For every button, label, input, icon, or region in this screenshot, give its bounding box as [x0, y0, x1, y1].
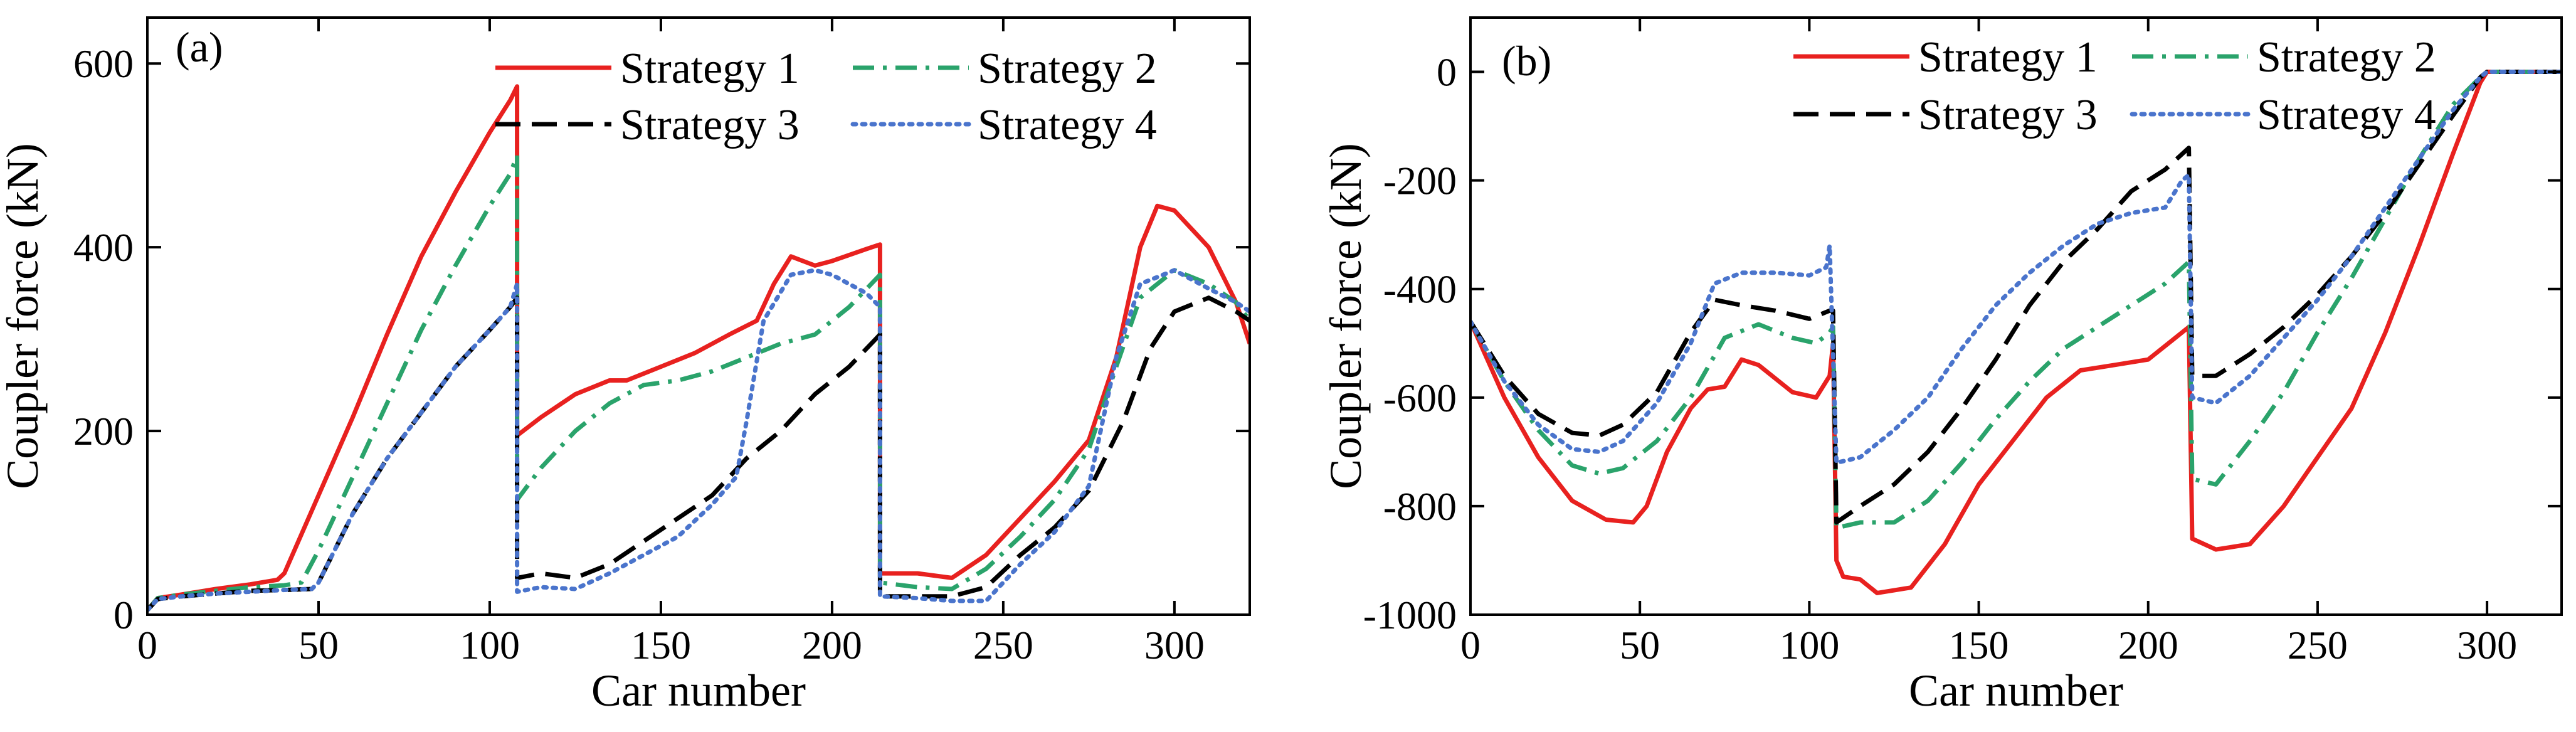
- legend-label: Strategy 3: [1918, 91, 2098, 139]
- x-tick-label: 50: [298, 623, 339, 667]
- y-axis-label: Coupler force (kN): [1321, 143, 1371, 489]
- series-line-strategy-4: [147, 268, 1250, 613]
- legend-item: Strategy 4: [2130, 91, 2436, 139]
- panel-label: (a): [176, 23, 223, 71]
- x-axis-label: Car number: [591, 666, 806, 716]
- legend-item: Strategy 2: [2132, 33, 2436, 82]
- y-tick-label: 0: [1437, 50, 1457, 95]
- y-tick-label: 400: [73, 225, 134, 270]
- x-tick-label: 150: [1949, 623, 2009, 667]
- panel-label: (b): [1502, 37, 1551, 85]
- plot-frame: [146, 16, 1251, 616]
- panel-b: 0 50 100 150 200 250 300 -1000 -800 -600 -400 -200 0…: [1321, 16, 2563, 716]
- y-tick-label: 600: [73, 41, 134, 86]
- y-tick-label: -200: [1383, 159, 1457, 203]
- legend-label: Strategy 3: [620, 101, 800, 149]
- y-tick-label: -600: [1383, 376, 1457, 420]
- x-tick-label: 0: [137, 623, 157, 667]
- series-line-strategy-1: [147, 84, 1250, 612]
- legend: Strategy 1 Strategy 2 Strategy 3 Strategy 4: [495, 45, 1157, 149]
- x-tick-label: 250: [973, 623, 1033, 667]
- y-tick-label: 0: [113, 593, 134, 637]
- legend-label: Strategy 2: [2257, 33, 2436, 82]
- plot-frame: [1469, 16, 2563, 616]
- x-tick-label: 100: [460, 623, 520, 667]
- panel-a: 0 50 100 150 200 250 300 0 200 400 600 Car number Co…: [0, 16, 1251, 716]
- x-tick-label: 200: [802, 623, 862, 667]
- series-line-strategy-3: [147, 295, 1250, 612]
- x-tick-label: 100: [1779, 623, 1839, 667]
- x-tick-label: 250: [2288, 623, 2348, 667]
- x-tick-label: 150: [631, 623, 691, 667]
- x-tick-label: 0: [1460, 623, 1481, 667]
- y-axis-label: Coupler force (kN): [0, 143, 48, 489]
- legend-label: Strategy 1: [1918, 33, 2098, 82]
- series-line-strategy-1: [1470, 70, 2562, 595]
- legend-label: Strategy 4: [978, 101, 1157, 149]
- x-tick-label: 200: [2118, 623, 2178, 667]
- legend: Strategy 1 Strategy 2 Strategy 3 Strategy 4: [1793, 33, 2436, 139]
- y-tick-label: 200: [73, 409, 134, 454]
- legend-item: Strategy 2: [853, 45, 1157, 93]
- y-tick-label: -800: [1383, 484, 1457, 529]
- x-tick-label: 300: [2457, 623, 2517, 667]
- legend-item: Strategy 4: [850, 101, 1157, 149]
- x-tick-label: 50: [1620, 623, 1660, 667]
- series-line-strategy-2: [1470, 70, 2562, 530]
- legend-label: Strategy 1: [620, 45, 800, 93]
- legend-item: Strategy 3: [495, 101, 800, 149]
- legend-label: Strategy 2: [978, 45, 1157, 93]
- series-line-strategy-2: [147, 153, 1250, 612]
- legend-label: Strategy 4: [2257, 91, 2436, 139]
- legend-item: Strategy 1: [495, 45, 800, 93]
- legend-item: Strategy 3: [1793, 91, 2098, 139]
- x-tick-label: 300: [1144, 623, 1205, 667]
- y-tick-label: -400: [1383, 267, 1457, 312]
- legend-item: Strategy 1: [1793, 33, 2098, 82]
- y-tick-label: -1000: [1363, 593, 1457, 637]
- x-axis-label: Car number: [1909, 666, 2123, 716]
- series-line-strategy-4: [1470, 70, 2562, 465]
